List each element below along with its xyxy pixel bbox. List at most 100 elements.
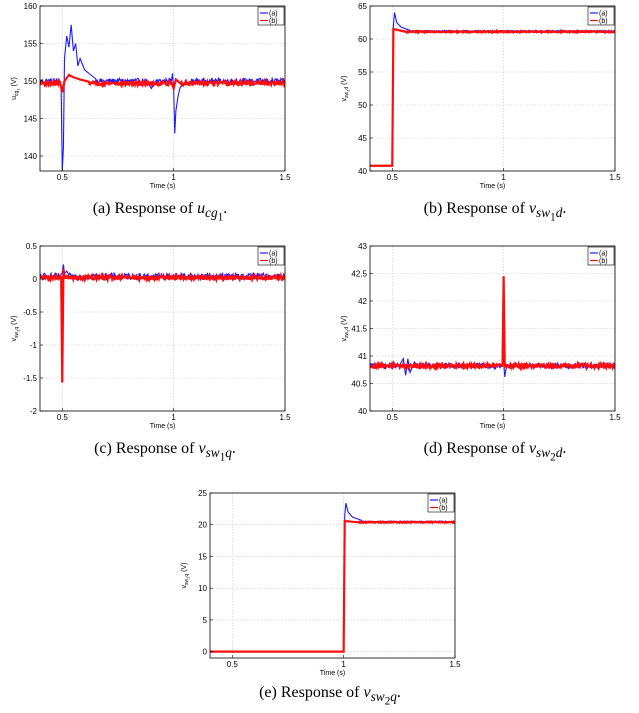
y-tick-label: 145: [24, 115, 38, 124]
caption-e-sub: sw: [370, 689, 385, 705]
y-tick-label: 150: [24, 77, 38, 86]
x-tick-label: 1: [501, 173, 506, 182]
y-tick-label: 40: [358, 167, 367, 176]
legend-label-a: (a): [599, 11, 608, 18]
caption-a-sub: cg: [205, 205, 218, 221]
y-tick-label: 5: [203, 616, 208, 625]
series-line-b: [370, 27, 615, 167]
caption-c-sub: sw: [205, 445, 220, 461]
series-line-a: [210, 503, 455, 653]
y-tick-label: 41.5: [351, 325, 367, 334]
x-axis-label: Time (s): [320, 670, 345, 677]
legend: (a)(b): [587, 246, 615, 266]
caption-e-prefix: (e) Response of: [259, 684, 360, 701]
y-tick-label: 43: [358, 242, 367, 251]
x-tick-label: 1: [171, 173, 176, 182]
y-tick-label: 40.5: [351, 380, 367, 389]
x-tick-label: 1.5: [279, 413, 291, 422]
grid: [370, 245, 616, 412]
x-tick-label: 1.5: [279, 173, 291, 182]
legend-label-b: (b): [599, 18, 608, 25]
legend-label-b: (b): [599, 258, 608, 265]
caption-b-subsub: 1: [550, 211, 556, 224]
y-tick-label: 45: [358, 134, 367, 143]
y-tick-label: 15: [198, 552, 207, 561]
y-tick-label: 50: [358, 101, 367, 110]
chart-d-svg: 0.5 1 1.5 40 40.5 41 41.5 42 42.5 43 Time (s) vsw2d…: [341, 242, 621, 430]
y-tick-label: 42: [358, 297, 367, 306]
x-tick-label: 0.5: [227, 660, 239, 669]
caption-c: (c) Response of vsw1q.: [94, 440, 236, 464]
y-axis-label: vsw1q (V): [11, 316, 21, 342]
y-tick-label: 0: [33, 275, 38, 284]
y-tick-label: 65: [358, 2, 367, 11]
series-line-b: [40, 268, 285, 383]
legend-label-a: (a): [269, 251, 278, 258]
plot-frame: [39, 5, 286, 172]
series-line-b: [40, 73, 285, 93]
caption-c-math: v: [198, 440, 206, 457]
plot-frame: [39, 245, 286, 412]
chart-b-svg: 0.5 1 1.5 40 45 50 55 60 65 Time (s) vsw1d (V) (a)(…: [341, 2, 621, 190]
caption-d-subsub: 2: [550, 451, 556, 464]
chart-panel-b: 0.5 1 1.5 40 45 50 55 60 65 Time (s) vsw1d (V) (a)(…: [330, 0, 639, 225]
legend-label-b: (b): [439, 505, 448, 512]
series-line-a: [370, 12, 615, 167]
caption-b: (b) Response of vsw1d.: [423, 200, 567, 224]
x-axis-label: Time (s): [480, 183, 505, 190]
legend: (a)(b): [427, 493, 455, 513]
y-axis-label: vsw2q (V): [181, 563, 191, 589]
chart-panel-c: 0.5 1 1.5 -2 -1.5 -1 -0.5 0 0.5 Time (s) vsw1q (V)…: [0, 240, 300, 465]
grid: [40, 245, 286, 412]
caption-a-prefix: (a) Response of: [92, 200, 194, 217]
x-tick-label: 1.5: [609, 173, 621, 182]
caption-e: (e) Response of vsw2q.: [259, 684, 401, 708]
y-tick-label: 41: [358, 352, 367, 361]
legend-label-a: (a): [269, 11, 278, 18]
caption-c-tail: q: [225, 445, 232, 461]
caption-b-prefix: (b) Response of: [423, 200, 525, 217]
legend-label-b: (b): [269, 258, 278, 265]
y-tick-label: 160: [24, 2, 38, 11]
caption-b-tail: d: [555, 205, 563, 221]
grid: [210, 492, 456, 658]
y-axis-label: vsw1d (V): [341, 76, 351, 102]
caption-d-sub: sw: [536, 445, 551, 461]
chart-c-svg: 0.5 1 1.5 -2 -1.5 -1 -0.5 0 0.5 Time (s) vsw1q (V)…: [11, 242, 291, 430]
x-tick-label: 0.5: [57, 173, 69, 182]
y-tick-label: -2: [30, 407, 38, 416]
x-tick-label: 0.5: [387, 413, 399, 422]
series-line-b: [370, 276, 615, 372]
y-tick-label: 55: [358, 68, 367, 77]
x-tick-label: 1.5: [449, 660, 461, 669]
y-axis-label: vsw2d (V): [341, 316, 351, 342]
caption-c-subsub: 1: [219, 451, 226, 464]
y-tick-label: 42.5: [351, 270, 367, 279]
plot-frame: [369, 5, 616, 172]
y-axis-label: ucg1 (V): [11, 77, 21, 100]
chart-e-svg: 0.5 1 1.5 0 5 10 15 20 25 Time (s) vsw2q (V) (a)(b): [181, 489, 461, 677]
y-tick-label: 60: [358, 35, 367, 44]
caption-e-subsub: 2: [384, 695, 391, 708]
y-tick-label: -1: [30, 341, 38, 350]
x-tick-label: 1.5: [609, 413, 621, 422]
legend-label-a: (a): [599, 251, 608, 258]
caption-d: (d) Response of vsw2d.: [423, 440, 567, 464]
plot-frame: [209, 492, 456, 659]
y-tick-label: 140: [24, 152, 38, 161]
caption-d-math: v: [528, 440, 537, 457]
caption-a-math: u: [197, 200, 206, 217]
legend-label-a: (a): [439, 498, 448, 505]
x-tick-label: 1: [171, 413, 176, 422]
x-axis-label: Time (s): [150, 423, 175, 430]
x-tick-label: 1: [341, 660, 346, 669]
chart-panel-d: 0.5 1 1.5 40 40.5 41 41.5 42 42.5 43 Time (s) vsw2d…: [330, 240, 639, 465]
caption-a-subsub: 1: [217, 211, 224, 224]
x-axis-label: Time (s): [150, 183, 175, 190]
series-line-b: [210, 519, 455, 653]
caption-e-math: v: [363, 684, 371, 701]
y-tick-label: 155: [24, 40, 38, 49]
y-tick-label: 10: [198, 584, 207, 593]
caption-c-prefix: (c) Response of: [94, 440, 195, 457]
y-tick-label: 25: [198, 489, 207, 498]
